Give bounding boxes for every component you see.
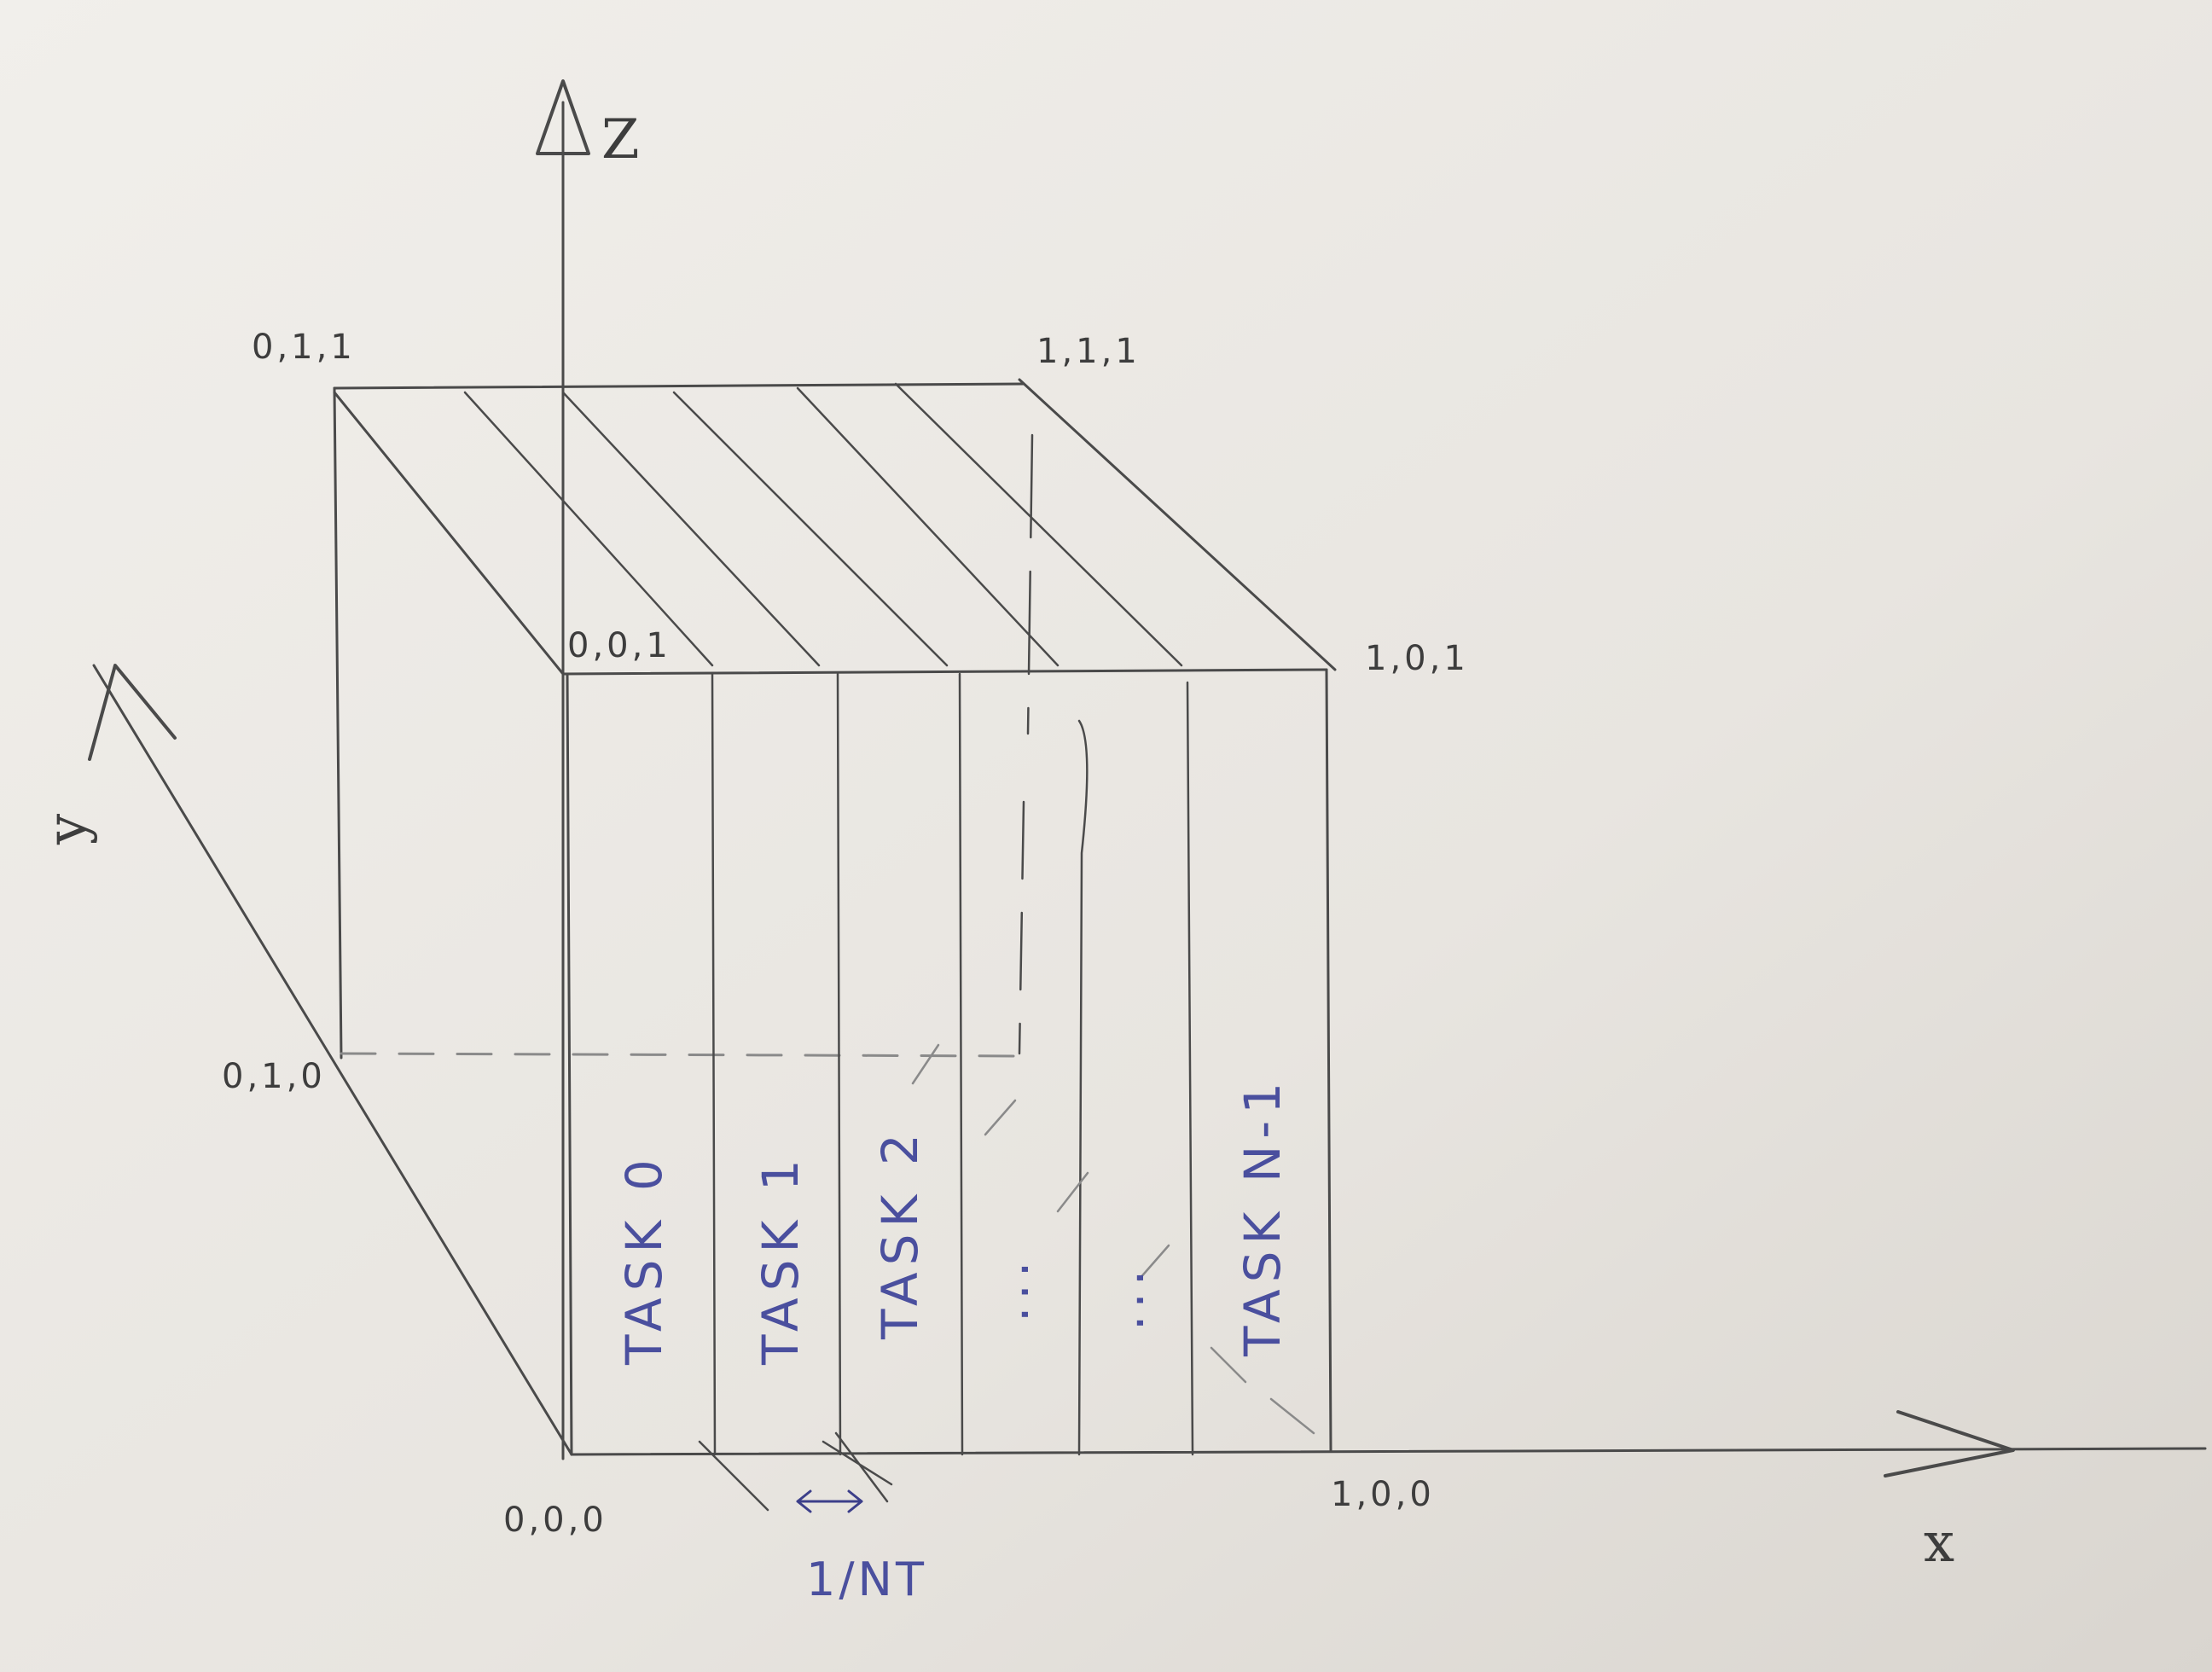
y-axis-label: y <box>36 814 99 845</box>
task-label-1: TASK 1 <box>752 1152 810 1366</box>
cube <box>333 378 1337 1456</box>
task-partitions <box>698 433 1315 1512</box>
z-axis-label: Z <box>601 108 639 171</box>
vertex-label-010: 0,1,0 <box>222 1057 326 1096</box>
y-axis: y <box>36 664 573 1456</box>
task-label-ellipsis-2: ... <box>1097 1263 1155 1331</box>
z-axis: Z <box>536 79 639 1460</box>
vertex-label-000: 0,0,0 <box>503 1501 607 1540</box>
vertex-label-101: 1,0,1 <box>1365 639 1469 678</box>
x-axis-label: x <box>1924 1512 1954 1575</box>
top-face-stripes <box>463 382 1183 667</box>
vertex-label-111: 1,1,1 <box>1036 332 1141 371</box>
vertex-label-011: 0,1,1 <box>252 328 356 367</box>
vertex-label-100: 1,0,0 <box>1331 1475 1435 1514</box>
task-label-ellipsis-1: ... <box>982 1255 1040 1322</box>
task-labels: TASK 0 TASK 1 TASK 2 ... ... TASK N-1 <box>615 1076 1292 1366</box>
task-label-2: TASK 2 <box>871 1127 929 1340</box>
task-label-last: TASK N-1 <box>1234 1076 1292 1357</box>
spacing-annotation: 1/NT <box>796 1489 927 1606</box>
task-label-0: TASK 0 <box>615 1152 673 1366</box>
spacing-label: 1/NT <box>806 1553 927 1606</box>
vertex-labels: 0,1,1 1,1,1 0,0,1 1,0,1 0,1,0 0,0,0 1,0,… <box>222 328 1469 1540</box>
vertex-label-001: 0,0,1 <box>567 626 671 665</box>
